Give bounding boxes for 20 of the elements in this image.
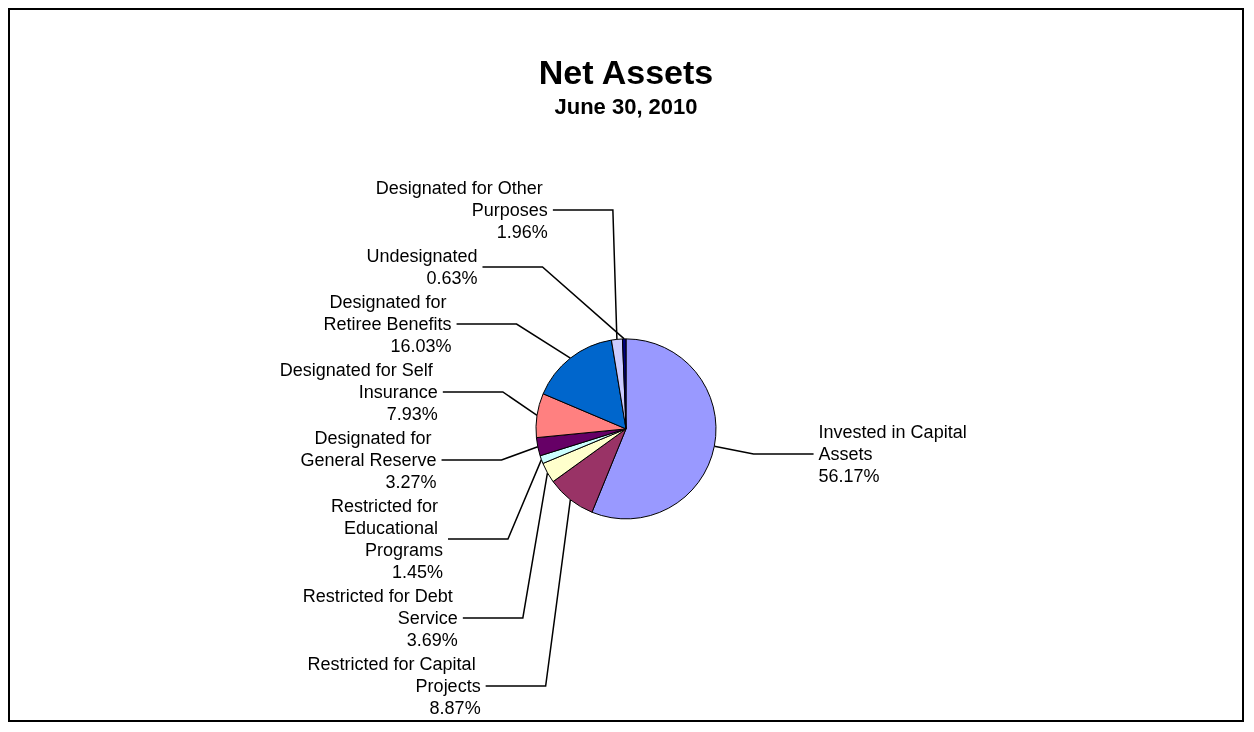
slice-label: Restricted for Educational Programs xyxy=(330,496,443,560)
data-label: 1.45% xyxy=(391,562,443,582)
chart-title: Net Assets xyxy=(538,53,714,91)
slice-label: Designated for Retiree Benefits xyxy=(323,292,452,334)
data-label: 3.69% xyxy=(406,630,458,650)
data-label: 8.87% xyxy=(429,698,481,718)
data-label: 56.17% xyxy=(818,465,880,486)
data-label: 7.93% xyxy=(386,404,438,424)
chart-subtitle: June 30, 2010 xyxy=(554,93,698,119)
data-label: 16.03% xyxy=(390,336,452,356)
slice-label: Undesignated xyxy=(366,246,478,266)
data-label: 1.96% xyxy=(496,222,548,242)
data-label: 3.27% xyxy=(385,472,437,492)
slice-label: Restricted for Capital Projects xyxy=(307,654,481,696)
slice-label: Designated for General Reserve xyxy=(300,428,437,470)
data-label: 0.63% xyxy=(426,268,478,288)
slice-label: Designated for Self Insurance xyxy=(279,360,438,402)
slice-label: Restricted for Debt Service xyxy=(302,586,458,628)
slice-label: Designated for Other Purposes xyxy=(375,178,548,220)
slice-label: Invested in Capital Assets xyxy=(818,421,972,464)
